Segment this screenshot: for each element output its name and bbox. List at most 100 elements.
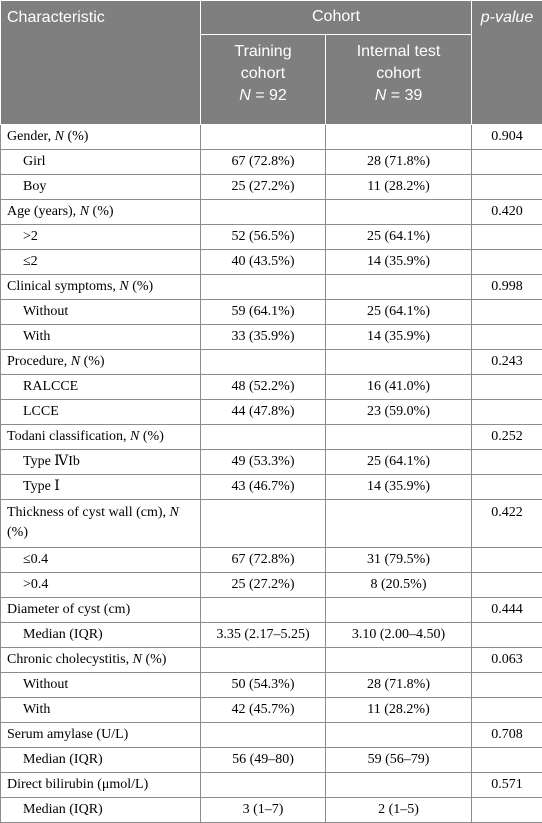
row-sublabel: Boy [1,175,201,200]
header-characteristic: Characteristic [1,1,201,125]
p-value [472,250,542,275]
training-value: 59 (64.1%) [201,300,326,325]
p-value: 0.063 [472,648,542,673]
p-value: 0.708 [472,723,542,748]
table-row: Diameter of cyst (cm)0.444 [1,598,542,623]
internal-value: 11 (28.2%) [326,175,472,200]
p-value: 0.444 [472,598,542,623]
row-sublabel: Girl [1,150,201,175]
row-group-label: Direct bilirubin (μmol/L) [1,773,201,798]
internal-value: 14 (35.9%) [326,250,472,275]
p-value [472,150,542,175]
internal-value [326,723,472,748]
internal-value [326,275,472,300]
training-value [201,275,326,300]
table-row: Direct bilirubin (μmol/L)0.571 [1,773,542,798]
p-value [472,573,542,598]
header-internal-line1: Internal test [332,41,465,63]
internal-value [326,425,472,450]
row-group-label: Chronic cholecystitis, N (%) [1,648,201,673]
training-value [201,200,326,225]
row-sublabel: Median (IQR) [1,748,201,773]
header-internal-n: N = 39 [332,85,465,107]
row-group-label: Clinical symptoms, N (%) [1,275,201,300]
internal-value: 59 (56–79) [326,748,472,773]
internal-value: 11 (28.2%) [326,698,472,723]
internal-value [326,773,472,798]
header-training-line1: Training [207,41,319,63]
row-sublabel: Without [1,673,201,698]
row-sublabel: >0.4 [1,573,201,598]
p-value [472,450,542,475]
header-internal-line2: cohort [332,63,465,85]
training-value: 49 (53.3%) [201,450,326,475]
row-sublabel: >2 [1,225,201,250]
internal-value: 8 (20.5%) [326,573,472,598]
table-row: Median (IQR)56 (49–80)59 (56–79) [1,748,542,773]
internal-value [326,125,472,150]
internal-value [326,648,472,673]
training-value: 52 (56.5%) [201,225,326,250]
training-value: 56 (49–80) [201,748,326,773]
internal-value: 25 (64.1%) [326,300,472,325]
row-sublabel: Type Ⅰ [1,475,201,500]
row-sublabel: LCCE [1,400,201,425]
training-value [201,773,326,798]
p-value [472,475,542,500]
header-pvalue: p-value [472,1,542,125]
table-row: Todani classification, N (%)0.252 [1,425,542,450]
p-value [472,798,542,823]
table-row: Chronic cholecystitis, N (%) 0.063 [1,648,542,673]
table-row: Median (IQR)3.35 (2.17–5.25)3.10 (2.00–4… [1,623,542,648]
training-value: 42 (45.7%) [201,698,326,723]
internal-value: 14 (35.9%) [326,325,472,350]
table-row: Clinical symptoms, N (%) 0.998 [1,275,542,300]
training-value: 25 (27.2%) [201,175,326,200]
row-sublabel: With [1,698,201,723]
training-value: 3.35 (2.17–5.25) [201,623,326,648]
p-value [472,400,542,425]
p-value: 0.904 [472,125,542,150]
training-value: 40 (43.5%) [201,250,326,275]
training-value: 48 (52.2%) [201,375,326,400]
p-value: 0.998 [472,275,542,300]
header-training-cohort: Training cohort N = 92 [201,35,326,125]
training-value: 44 (47.8%) [201,400,326,425]
internal-value: 16 (41.0%) [326,375,472,400]
training-value: 43 (46.7%) [201,475,326,500]
training-value: 50 (54.3%) [201,673,326,698]
training-value: 67 (72.8%) [201,548,326,573]
internal-value [326,350,472,375]
table-row: Serum amylase (U/L)0.708 [1,723,542,748]
p-value [472,325,542,350]
internal-value: 3.10 (2.00–4.50) [326,623,472,648]
training-value [201,425,326,450]
table-row: Procedure, N (%)0.243 [1,350,542,375]
table-row: Age (years), N (%)0.420 [1,200,542,225]
internal-value: 28 (71.8%) [326,150,472,175]
internal-value [326,500,472,548]
row-sublabel: ≤2 [1,250,201,275]
p-value [472,175,542,200]
p-value [472,375,542,400]
row-sublabel: RALCCE [1,375,201,400]
internal-value [326,598,472,623]
p-value: 0.252 [472,425,542,450]
internal-value: 2 (1–5) [326,798,472,823]
header-cohort: Cohort [201,1,472,35]
row-sublabel: Median (IQR) [1,798,201,823]
row-group-label: Thickness of cyst wall (cm), N (%) [1,500,201,548]
training-value [201,350,326,375]
training-value [201,500,326,548]
row-sublabel: Median (IQR) [1,623,201,648]
internal-value: 31 (79.5%) [326,548,472,573]
row-sublabel: With [1,325,201,350]
